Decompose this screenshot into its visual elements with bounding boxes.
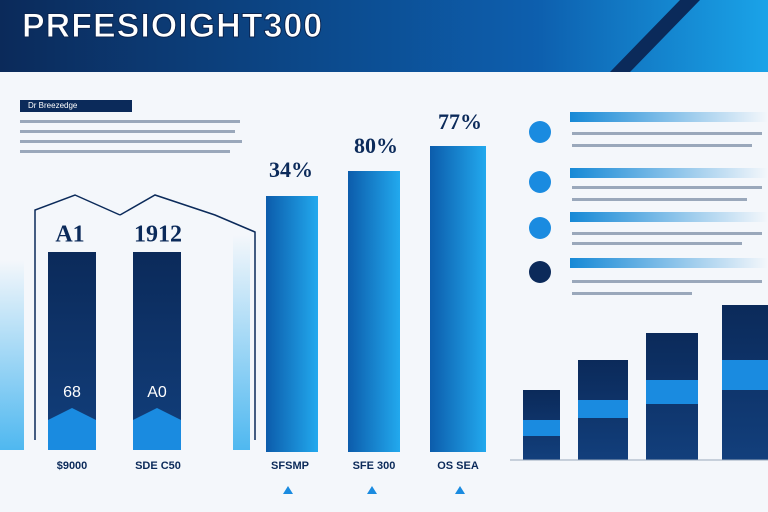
column: 1912 A0 SDE C50: [133, 222, 182, 472]
bracket: [34, 194, 121, 440]
pale-bar: [0, 260, 24, 450]
column-caption: $9000: [57, 460, 88, 472]
intro-heading: Dr Breezedge: [28, 101, 78, 110]
bar-group: 34% SFSMP: [266, 157, 318, 494]
intro-heading-box: [20, 100, 132, 112]
bar-label: 80%: [354, 133, 398, 158]
bracket: [119, 194, 256, 440]
bar-label: 77%: [438, 109, 482, 134]
bar-group: 80% SFE 300: [348, 133, 400, 494]
pale-bar: [233, 235, 250, 450]
column-label: 1912: [134, 222, 182, 248]
list-rows: [529, 112, 768, 295]
column: A1 68 $9000: [48, 222, 96, 472]
header-stripe: [610, 0, 700, 72]
title: PRFESIOIGHT300: [22, 7, 323, 45]
bar-caption: SFSMP: [271, 460, 309, 472]
column-caption: SDE C50: [135, 460, 181, 472]
column-inner: 68: [63, 384, 81, 401]
bar-caption: SFE 300: [353, 460, 396, 472]
column-label: A1: [55, 222, 84, 248]
column-inner: A0: [147, 384, 167, 401]
intro-text-lines: [20, 120, 242, 153]
bar-group: 77% OS SEA: [430, 109, 486, 494]
bar-caption: OS SEA: [437, 460, 479, 472]
step-bars: [510, 305, 768, 461]
bar-label: 34%: [269, 157, 313, 182]
